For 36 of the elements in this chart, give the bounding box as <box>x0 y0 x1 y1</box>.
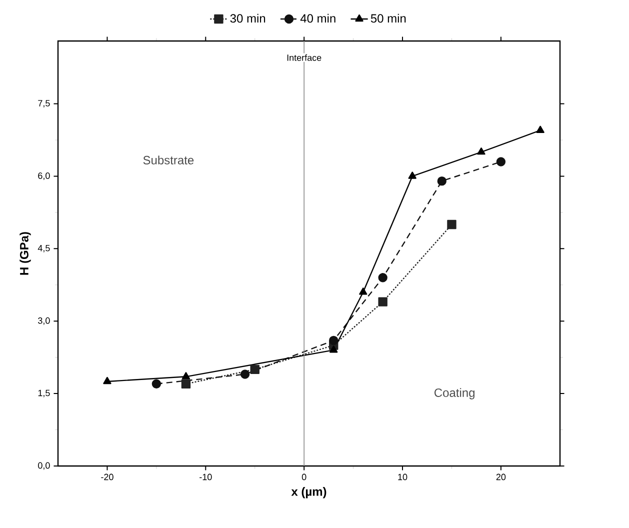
point <box>378 297 388 306</box>
point <box>330 345 338 353</box>
x-tick-label: 20 <box>496 474 506 480</box>
legend-label: 30 min <box>230 14 266 23</box>
legend-label: 40 min <box>300 14 336 23</box>
y-tick-label: 7,5 <box>38 100 50 108</box>
y-tick-label: 4,5 <box>38 245 50 252</box>
annotation: Substrate <box>143 156 194 164</box>
point <box>477 147 486 155</box>
point <box>359 288 368 295</box>
x-tick-label: -20 <box>101 474 114 480</box>
point <box>408 172 416 179</box>
point <box>536 126 544 133</box>
x-tick-label: 10 <box>398 474 408 480</box>
legend-label: 50 min <box>370 14 406 23</box>
point <box>496 157 506 166</box>
ref-line-label: Interface <box>287 54 322 61</box>
point <box>181 379 191 388</box>
point <box>182 372 190 380</box>
point <box>250 364 260 374</box>
y-tick-label: 6,0 <box>38 172 50 180</box>
point <box>447 220 456 230</box>
y-tick-label: 1,5 <box>38 390 50 398</box>
annotation: Coating <box>434 388 474 400</box>
point <box>378 273 388 282</box>
x-axis-title: x (µm) <box>291 487 326 498</box>
y-tick-label: 3,0 <box>38 317 50 325</box>
x-tick-label: 0 <box>302 474 306 480</box>
point <box>240 370 250 379</box>
point <box>437 176 446 186</box>
point <box>103 376 112 384</box>
point <box>329 336 338 346</box>
y-tick-label: 0,0 <box>38 462 50 470</box>
x-tick-label: -10 <box>200 474 212 480</box>
point <box>152 379 162 388</box>
y-axis-title: H (GPa) <box>20 232 31 275</box>
